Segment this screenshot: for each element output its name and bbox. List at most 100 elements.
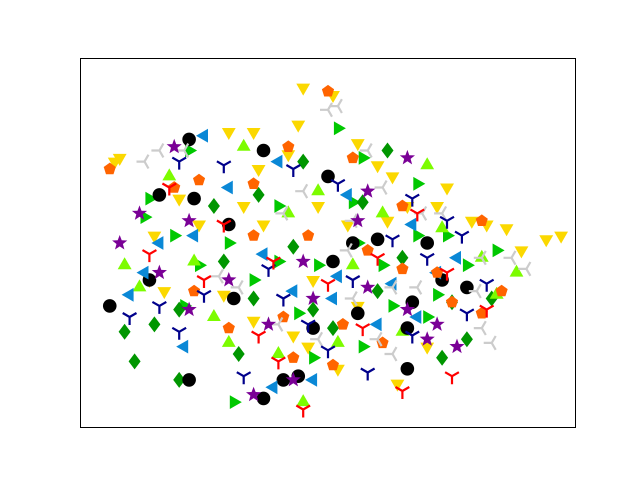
series-5-markers: [121, 128, 461, 395]
series-5-point-2: [339, 188, 352, 202]
series-1-point-12: [145, 191, 158, 206]
series-0-point-19: [311, 202, 325, 214]
series-6-point-19: [188, 284, 201, 297]
series-3-point-13: [117, 257, 132, 270]
series-8-point-0: [166, 138, 182, 154]
series-3-point-9: [331, 334, 345, 347]
series-7-point-26: [384, 346, 398, 362]
series-0-point-33: [420, 342, 435, 355]
series-4-point-9: [405, 295, 420, 310]
series-2-markers: [118, 142, 498, 388]
series-0-point-22: [147, 231, 162, 244]
series-7-point-12: [518, 261, 532, 277]
series-4-point-3: [187, 191, 201, 206]
series-6-point-2: [282, 140, 295, 152]
series-2-point-14: [381, 142, 394, 159]
series-5-point-20: [220, 180, 233, 195]
series-6-point-21: [336, 318, 349, 330]
series-7-point-6: [374, 180, 388, 195]
series-6-point-15: [376, 336, 389, 349]
series-8-point-15: [285, 371, 301, 387]
series-9-point-12: [320, 345, 336, 359]
series-7-point-10: [473, 250, 487, 266]
series-8-point-19: [360, 183, 376, 198]
series-10-point-7: [444, 371, 460, 385]
series-10-point-14: [141, 249, 157, 263]
series-2-point-3: [396, 249, 409, 266]
series-8-point-12: [419, 331, 435, 346]
series-10-point-4: [370, 252, 386, 266]
series-2-point-10: [287, 238, 300, 255]
series-0-point-10: [464, 216, 479, 229]
series-1-point-1: [333, 121, 346, 136]
series-10-point-6: [479, 304, 495, 318]
series-2-point-12: [356, 194, 369, 211]
series-10-point-9: [295, 404, 311, 418]
series-5-point-15: [265, 380, 278, 395]
series-4-point-18: [256, 391, 271, 406]
series-6-point-4: [193, 173, 206, 186]
series-6-point-0: [321, 84, 335, 97]
series-4-point-19: [182, 373, 196, 387]
series-0-point-25: [172, 194, 187, 207]
series-6-point-3: [247, 177, 260, 189]
series-6-point-13: [475, 306, 488, 319]
series-4-point-4: [152, 188, 167, 202]
series-10-point-15: [251, 330, 267, 344]
series-0-point-2: [291, 120, 306, 133]
series-8-point-2: [131, 205, 148, 220]
series-5-point-9: [255, 247, 268, 261]
series-7-point-4: [136, 154, 150, 170]
series-5-point-8: [285, 284, 298, 298]
series-6-point-23: [168, 181, 181, 193]
series-6-point-22: [396, 262, 409, 275]
series-2-point-9: [217, 253, 230, 270]
series-3-point-4: [435, 220, 449, 233]
series-2-point-17: [118, 323, 131, 340]
series-1-point-19: [423, 310, 436, 324]
series-9-point-14: [275, 293, 291, 307]
series-5-point-16: [305, 373, 318, 387]
series-3-point-14: [187, 253, 201, 266]
series-6-point-9: [396, 199, 409, 212]
series-7-point-27: [468, 283, 482, 299]
series-9-markers: [122, 156, 495, 385]
series-7-point-25: [295, 183, 309, 199]
series-8-markers: [112, 138, 465, 402]
series-8-point-4: [181, 212, 197, 228]
series-6-point-7: [302, 229, 315, 241]
series-0-point-5: [350, 139, 365, 152]
series-6-point-14: [445, 295, 459, 308]
series-1-point-7: [433, 287, 446, 302]
series-8-point-11: [449, 338, 465, 354]
series-9-point-22: [385, 234, 400, 248]
series-4-point-0: [182, 132, 196, 147]
series-0-point-30: [301, 342, 316, 355]
series-8-point-3: [112, 235, 128, 250]
series-0-point-34: [216, 290, 231, 303]
series-0-point-32: [390, 379, 405, 392]
series-2-point-11: [252, 186, 265, 203]
series-5-point-12: [121, 287, 134, 302]
series-6-markers: [103, 84, 508, 371]
plot-frame: [80, 58, 576, 428]
series-7-markers: [136, 98, 532, 362]
series-0-point-28: [246, 316, 261, 329]
series-0-point-17: [380, 216, 395, 229]
series-5-point-11: [151, 236, 164, 250]
series-3-point-1: [236, 138, 251, 151]
series-5-point-18: [409, 310, 422, 324]
series-2-point-2: [307, 301, 320, 318]
series-2-point-20: [207, 198, 220, 214]
series-1-point-27: [492, 243, 505, 258]
series-1-point-6: [462, 258, 475, 273]
series-8-point-7: [305, 290, 321, 305]
series-3-point-6: [509, 264, 524, 277]
series-6-point-5: [103, 162, 116, 175]
series-7-point-3: [151, 143, 165, 158]
series-1-point-22: [229, 395, 242, 409]
series-6-point-12: [495, 284, 508, 297]
series-9-point-19: [236, 371, 252, 385]
series-1-point-16: [274, 199, 287, 213]
